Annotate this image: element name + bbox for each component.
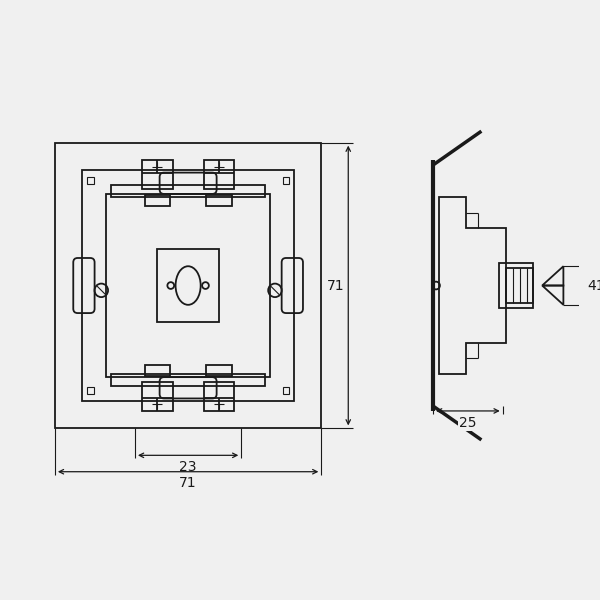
Bar bbox=[106, 194, 270, 377]
Bar bbox=[206, 195, 232, 206]
Bar bbox=[203, 160, 235, 189]
Bar bbox=[499, 263, 533, 308]
Text: 71: 71 bbox=[179, 476, 197, 490]
Bar bbox=[142, 160, 173, 189]
Bar bbox=[506, 268, 533, 303]
Text: 25: 25 bbox=[459, 416, 476, 430]
Bar bbox=[283, 178, 289, 184]
Bar bbox=[145, 365, 170, 376]
Bar bbox=[145, 195, 170, 206]
Bar bbox=[111, 374, 265, 386]
Bar bbox=[142, 382, 173, 411]
Bar bbox=[87, 387, 94, 394]
Bar bbox=[157, 249, 219, 322]
Text: 71: 71 bbox=[327, 278, 344, 293]
Text: 23: 23 bbox=[179, 460, 197, 474]
Bar bbox=[82, 170, 294, 401]
Bar bbox=[206, 365, 232, 376]
Bar bbox=[111, 185, 265, 197]
Bar bbox=[203, 382, 235, 411]
Bar bbox=[87, 178, 94, 184]
Bar bbox=[283, 387, 289, 394]
Text: 41: 41 bbox=[587, 278, 600, 293]
